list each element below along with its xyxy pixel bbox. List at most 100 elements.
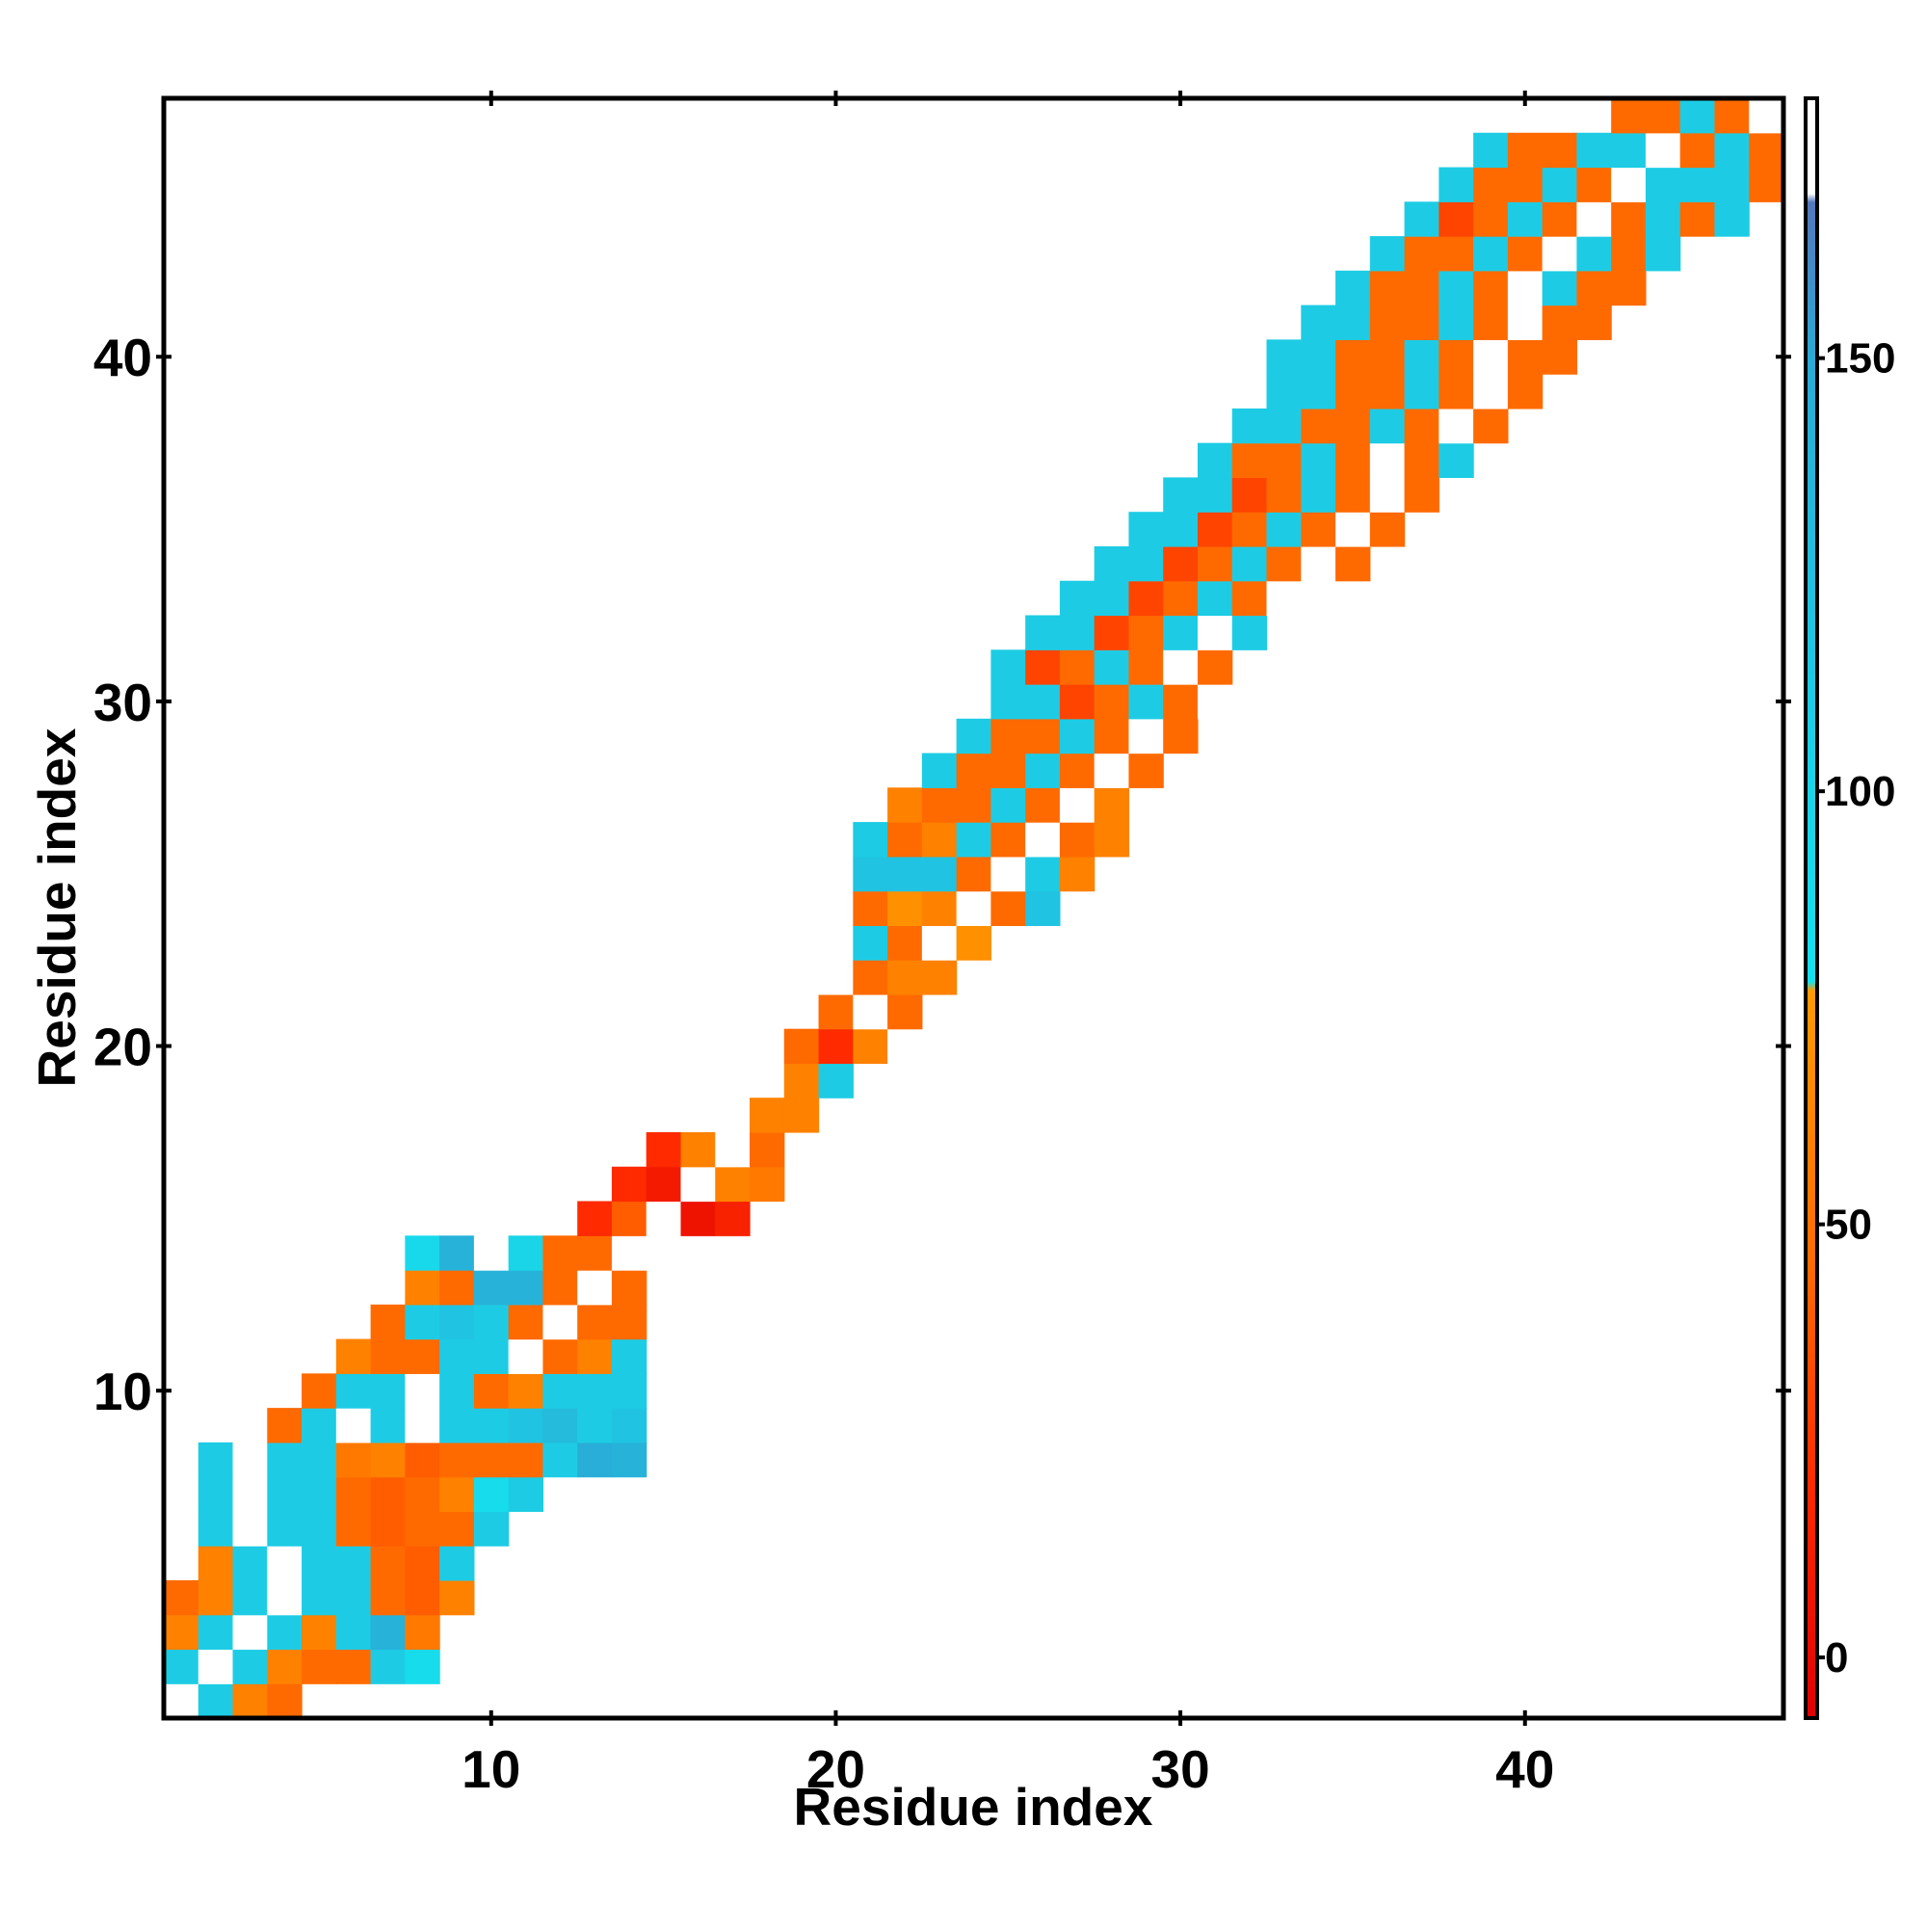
heatmap-cell (818, 1028, 854, 1065)
heatmap-cell (1231, 512, 1268, 547)
heatmap-cell (508, 1338, 544, 1374)
heatmap-cell (1507, 374, 1544, 410)
heatmap-cell (853, 925, 888, 961)
heatmap-cell (1163, 477, 1199, 513)
heatmap-cell (1576, 304, 1612, 340)
heatmap-cell (164, 1649, 199, 1684)
heatmap-cell (1301, 408, 1336, 444)
heatmap-cell (164, 1579, 199, 1616)
heatmap-cells (164, 98, 1784, 1719)
heatmap-cell (335, 1338, 372, 1374)
heatmap-cell (853, 890, 888, 926)
heatmap-cell (1059, 753, 1095, 788)
heatmap-cell (577, 1235, 613, 1271)
heatmap-cell (473, 1442, 510, 1478)
heatmap-cell (1611, 270, 1647, 306)
heatmap-cell (1714, 167, 1750, 202)
heatmap-cell (1749, 167, 1784, 202)
heatmap-cell (405, 1546, 440, 1581)
heatmap-cell (1335, 512, 1371, 547)
heatmap-cell (1404, 374, 1439, 410)
heatmap-cell (370, 1304, 406, 1340)
heatmap-cell (335, 1649, 372, 1684)
heatmap-cell (232, 1442, 268, 1478)
heatmap-cell (473, 1373, 510, 1409)
heatmap-cell (577, 1373, 613, 1409)
heatmap-cell (1335, 304, 1371, 340)
heatmap-cell (1439, 270, 1474, 306)
heatmap-cell (611, 1373, 647, 1409)
heatmap-cell (439, 1511, 475, 1547)
heatmap-cell (302, 1373, 337, 1409)
heatmap-cell (1611, 167, 1647, 202)
heatmap-cell (783, 1098, 820, 1133)
heatmap-cell (1025, 615, 1061, 650)
heatmap-cell (1611, 236, 1647, 272)
heatmap-cell (473, 1235, 510, 1271)
heatmap-cell (405, 1649, 440, 1684)
heatmap-cell (1404, 408, 1439, 444)
heatmap-cell (232, 1511, 268, 1547)
heatmap-cell (302, 1579, 337, 1616)
heatmap-cell (1266, 339, 1302, 375)
heatmap-cell (267, 1476, 303, 1513)
heatmap-cell (1231, 580, 1268, 617)
heatmap-cell (611, 1304, 647, 1340)
heatmap-cell (267, 1546, 303, 1581)
heatmap-cell (956, 925, 991, 961)
heatmap-cell (921, 787, 958, 823)
heatmap-cell (715, 1131, 751, 1168)
heatmap-cell (887, 925, 923, 961)
heatmap-cell (1507, 339, 1544, 375)
heatmap-cell (1404, 270, 1439, 306)
heatmap-cell (1576, 236, 1612, 272)
heatmap-cell (439, 1373, 475, 1409)
x-axis: 10 20 30 40 (462, 91, 1554, 1799)
heatmap-cell (1335, 408, 1371, 444)
heatmap-cell (335, 1476, 372, 1513)
heatmap-cell (1231, 442, 1268, 479)
heatmap-cell (1197, 477, 1233, 513)
heatmap-cell (405, 1408, 440, 1443)
heatmap-cell (1473, 132, 1509, 169)
heatmap-cell (1369, 236, 1406, 272)
heatmap-cell (439, 1270, 475, 1306)
heatmap-cell (1335, 270, 1371, 306)
heatmap-cell (1266, 408, 1302, 444)
heatmap-cell (1059, 615, 1095, 650)
heatmap-cell (1679, 132, 1716, 169)
heatmap-cell (990, 890, 1026, 926)
heatmap-cell (370, 1614, 406, 1651)
heatmap-cell (1369, 339, 1406, 375)
heatmap-cell (370, 1338, 406, 1374)
heatmap-cell (1507, 167, 1544, 202)
y-tick-label: 30 (93, 673, 152, 732)
heatmap-cell (1679, 201, 1716, 237)
y-tick-label: 40 (93, 328, 152, 387)
heatmap-cell (439, 1408, 475, 1443)
heatmap-cell (1128, 580, 1164, 617)
heatmap-cell (370, 1442, 406, 1478)
heatmap-cell (1128, 649, 1164, 685)
heatmap-cell (1197, 615, 1233, 650)
heatmap-cell (715, 1166, 751, 1203)
heatmap-cell (370, 1579, 406, 1616)
heatmap-cell (1404, 201, 1439, 237)
heatmap-cell (1473, 236, 1509, 272)
heatmap-cell (473, 1511, 510, 1547)
heatmap-cell (302, 1476, 337, 1513)
heatmap-cell (1059, 718, 1095, 754)
x-tick-label: 20 (806, 1739, 865, 1799)
heatmap-cell (1094, 545, 1130, 582)
y-tick-label: 10 (93, 1362, 152, 1421)
heatmap-cell (1473, 201, 1509, 237)
heatmap-cell (405, 1579, 440, 1616)
heatmap-cell (1197, 442, 1233, 479)
heatmap-cell (508, 1408, 544, 1443)
heatmap-cell (1301, 545, 1336, 582)
heatmap-cell (1163, 649, 1199, 685)
heatmap-cell (1542, 304, 1578, 340)
heatmap-cell (611, 1442, 647, 1478)
heatmap-cell (1714, 132, 1750, 169)
heatmap-cell (611, 1270, 647, 1306)
